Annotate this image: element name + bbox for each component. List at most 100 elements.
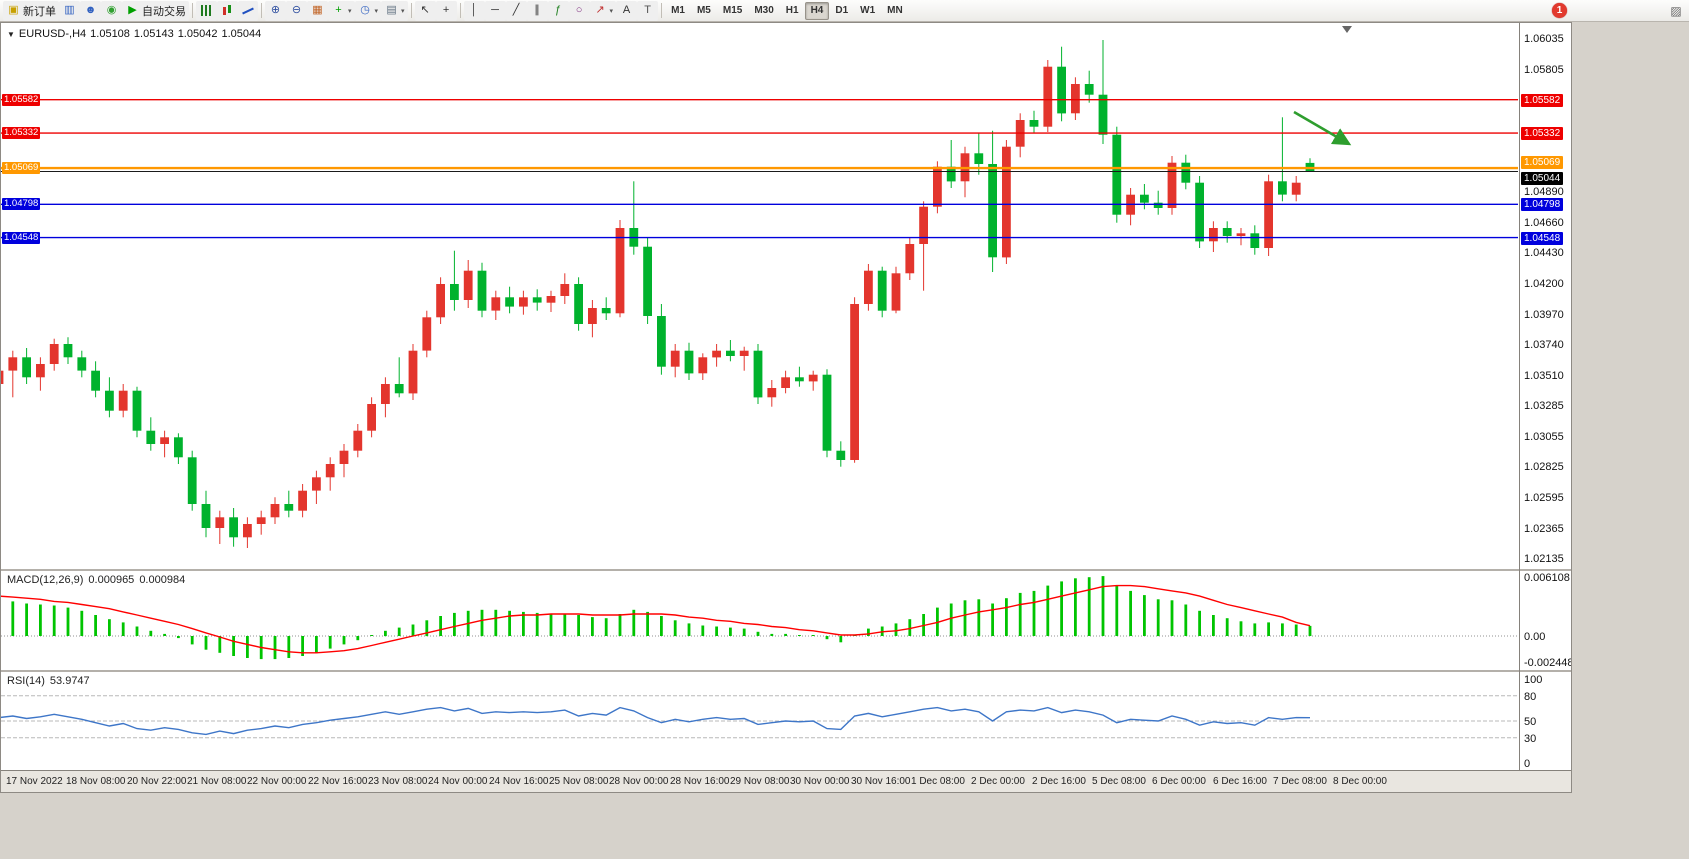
price-tag: 1.05582: [1521, 94, 1564, 107]
candlestick-chart-icon: [221, 4, 234, 17]
left-price-tag: 1.05069: [2, 162, 41, 174]
chart-symbol-period: EURUSD-,H4: [18, 28, 87, 40]
candlestick-chart[interactable]: [1, 24, 1571, 569]
trendline-button[interactable]: ╱: [505, 0, 527, 21]
macd-axis[interactable]: 0.006108 0.00 -0.002448: [1520, 571, 1571, 670]
timeframe-button-mn[interactable]: MN: [881, 2, 909, 20]
time-axis-label: 22 Nov 16:00: [308, 776, 368, 787]
trend-arrow-annotation[interactable]: [1293, 110, 1352, 146]
equidistant-channel-button[interactable]: ∥: [526, 0, 548, 21]
text-label-button[interactable]: T: [637, 0, 659, 21]
ohlc-low: 1.05042: [177, 28, 218, 40]
text-button[interactable]: A: [616, 0, 638, 21]
horizontal-line-icon: ─: [491, 4, 499, 16]
templates-button[interactable]: ▤ ▾: [381, 0, 408, 21]
toolbar-separator: [661, 3, 663, 18]
timeframe-button-m30[interactable]: M30: [748, 2, 779, 20]
timeframe-button-m15[interactable]: M15: [717, 2, 748, 20]
macd-axis-label: 0.006108: [1524, 572, 1570, 584]
horizontal-line-button[interactable]: ─: [484, 0, 506, 21]
time-axis[interactable]: 17 Nov 2022 18 Nov 08:00 20 Nov 22:00 21 No…: [1, 770, 1571, 792]
zoom-out-button[interactable]: ⊖: [286, 0, 307, 21]
chart-windows-button[interactable]: ▥: [59, 0, 80, 21]
time-axis-label: 24 Nov 00:00: [428, 776, 488, 787]
macd-pane[interactable]: MACD(12,26,9) 0.000965 0.000984 0.006108 0.…: [1, 571, 1571, 670]
chart-shift-marker[interactable]: [1342, 26, 1352, 33]
pane-splitter[interactable]: [1, 569, 1571, 571]
rsi-value: 53.9747: [49, 675, 90, 687]
candlestick-chart-button[interactable]: [217, 0, 238, 21]
price-axis-label: 1.04430: [1524, 247, 1564, 259]
timeframe-button-m5[interactable]: M5: [691, 2, 717, 20]
text-icon: A: [622, 4, 631, 16]
periods-button[interactable]: ◷ ▾: [354, 0, 382, 21]
new-order-button[interactable]: ▣ 新订单: [3, 0, 59, 21]
time-axis-label: 28 Nov 16:00: [670, 776, 730, 787]
price-axis-label: 1.04200: [1524, 278, 1564, 290]
profile-button[interactable]: ☻: [80, 0, 101, 21]
zoom-in-icon: ⊕: [270, 4, 281, 16]
new-chart-button[interactable]: + ▾: [328, 0, 355, 21]
rsi-chart[interactable]: [1, 672, 1571, 770]
market-button[interactable]: ◉: [101, 0, 122, 21]
cursor-button[interactable]: ↖: [414, 0, 436, 21]
tile-windows-button[interactable]: ▦: [307, 0, 328, 21]
price-axis-label: 1.03285: [1524, 400, 1564, 412]
time-axis-label: 2 Dec 16:00: [1032, 776, 1086, 787]
timeframe-button-h4[interactable]: H4: [804, 1, 830, 20]
crosshair-button[interactable]: +: [435, 0, 457, 21]
line-chart-button[interactable]: [238, 0, 258, 21]
arrows-icon: ↗: [595, 4, 605, 16]
rsi-axis-label: 50: [1524, 716, 1537, 728]
collapse-icon[interactable]: ▼: [7, 30, 15, 39]
vertical-line-button[interactable]: │: [463, 0, 485, 21]
main-chart-pane[interactable]: ▼ EURUSD-,H4 1.05108 1.05143 1.05042 1.05044 …: [1, 24, 1571, 569]
axis-divider: [1519, 23, 1520, 770]
rsi-name: RSI(14): [7, 675, 45, 687]
left-price-tag: 1.04798: [2, 198, 41, 210]
autotrading-icon: ▶: [128, 4, 137, 16]
cursor-icon: ↖: [420, 4, 430, 16]
arrows-button[interactable]: ↗ ▾: [589, 0, 617, 21]
timeframe-button-d1[interactable]: D1: [829, 2, 854, 20]
macd-value-main: 0.000965: [88, 574, 135, 586]
chart-ohlc-header: ▼ EURUSD-,H4 1.05108 1.05143 1.05042 1.05044: [7, 28, 265, 40]
autotrading-button[interactable]: ▶ 自动交易: [122, 0, 189, 21]
timeframe-button-m1[interactable]: M1: [665, 2, 691, 20]
price-axis[interactable]: 1.06035 1.05805 1.04890 1.04660 1.04430 1.042…: [1520, 24, 1571, 569]
price-axis-label: 1.05805: [1524, 64, 1564, 76]
price-axis-label: 1.02825: [1524, 461, 1564, 473]
time-axis-label: 30 Nov 00:00: [790, 776, 850, 787]
bar-chart-button[interactable]: [196, 0, 217, 21]
ohlc-open: 1.05108: [90, 28, 130, 40]
shapes-icon: ○: [575, 4, 583, 16]
periods-icon: ◷: [360, 4, 370, 16]
dropdown-arrow-icon: ▾: [374, 7, 379, 15]
rsi-pane[interactable]: RSI(14) 53.9747 100 80 50 30 0: [1, 672, 1571, 770]
rsi-axis-label: 80: [1524, 691, 1537, 703]
timeframe-button-w1[interactable]: W1: [854, 2, 881, 20]
notification-badge[interactable]: 1: [1552, 3, 1567, 18]
zoom-in-button[interactable]: ⊕: [265, 0, 286, 21]
rsi-axis[interactable]: 100 80 50 30 0: [1520, 672, 1571, 770]
rsi-axis-label: 30: [1524, 733, 1537, 745]
toolbar-overflow-icon[interactable]: ▨: [1670, 4, 1682, 18]
price-axis-label: 1.03970: [1524, 309, 1564, 321]
macd-chart[interactable]: [1, 571, 1571, 670]
pane-splitter[interactable]: [1, 670, 1571, 672]
macd-axis-label: -0.002448: [1524, 657, 1571, 669]
fibonacci-button[interactable]: ƒ: [547, 0, 569, 21]
left-price-tag: 1.05332: [2, 127, 41, 139]
rsi-line: [1, 706, 1311, 736]
shapes-button[interactable]: ○: [568, 0, 590, 21]
time-axis-label: 8 Dec 00:00: [1333, 776, 1387, 787]
price-tag: 1.05044: [1521, 172, 1564, 185]
time-axis-label: 6 Dec 16:00: [1213, 776, 1267, 787]
candle-wicks-layer: [12, 40, 1311, 548]
timeframe-button-h1[interactable]: H1: [780, 2, 805, 20]
time-axis-label: 5 Dec 08:00: [1092, 776, 1146, 787]
price-tag: 1.05332: [1521, 127, 1564, 140]
ohlc-close: 1.05044: [221, 28, 262, 40]
toolbar-separator: [410, 3, 412, 18]
time-axis-label: 2 Dec 00:00: [971, 776, 1025, 787]
